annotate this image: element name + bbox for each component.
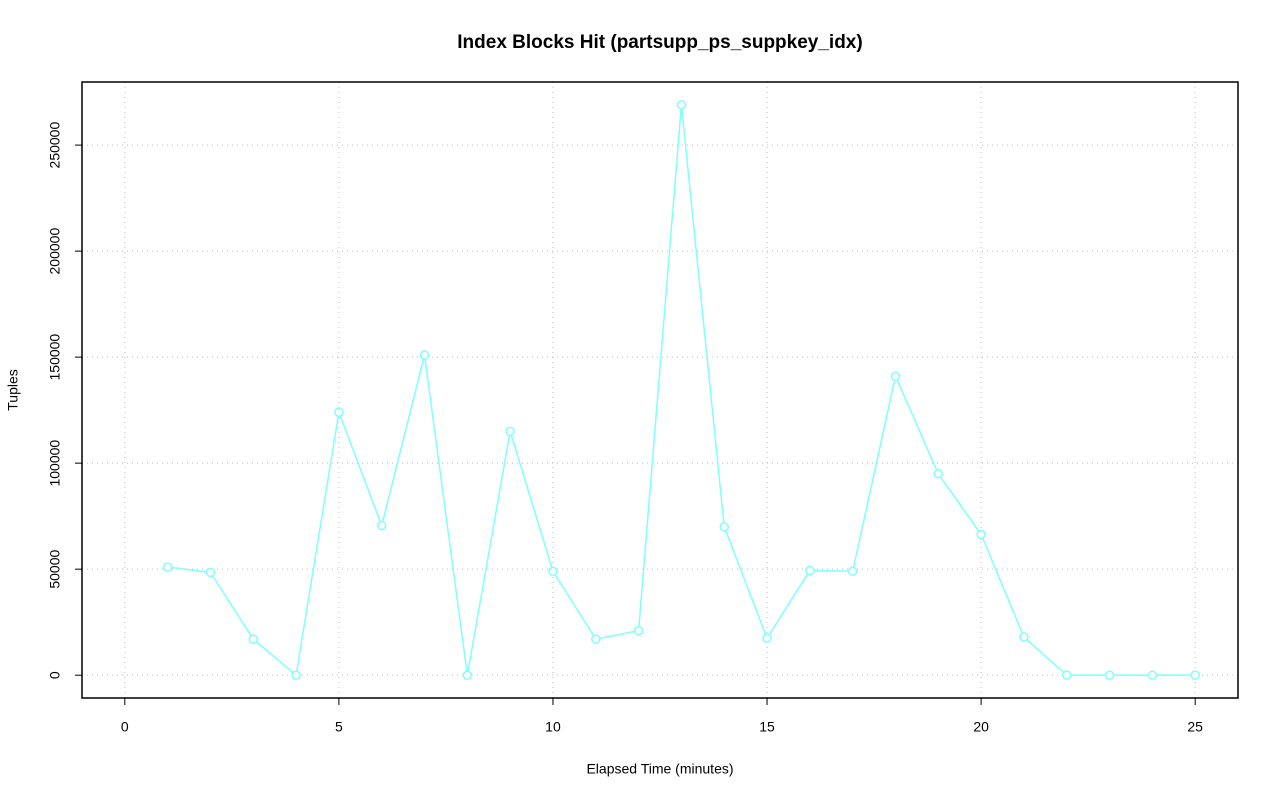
data-point (976, 529, 986, 540)
x-tick-label: 0 (121, 719, 129, 735)
x-tick-label: 5 (335, 719, 343, 735)
data-point (933, 469, 944, 479)
data-point (548, 566, 558, 577)
data-point (805, 565, 815, 576)
data-point (890, 371, 901, 381)
data-point (591, 634, 601, 644)
y-tick-label: 50000 (47, 549, 63, 588)
data-point (1147, 670, 1158, 680)
y-tick-label: 200000 (47, 228, 63, 275)
data-point (376, 520, 387, 531)
data-point (633, 625, 644, 636)
data-point (676, 100, 687, 110)
data-point (334, 407, 344, 418)
data-point (1104, 670, 1115, 680)
x-tick-label: 10 (545, 719, 561, 735)
series-line (167, 104, 1196, 677)
y-tick-label: 150000 (47, 334, 63, 381)
y-tick-label: 0 (47, 671, 63, 679)
data-point (462, 670, 473, 680)
data-point (205, 567, 216, 578)
data-point (162, 562, 173, 572)
data-point (762, 633, 772, 644)
data-point (505, 426, 515, 437)
y-axis-label: Tuples (5, 369, 21, 411)
y-tick-label: 250000 (47, 122, 63, 169)
x-tick-label: 15 (759, 719, 775, 735)
x-tick-label: 20 (973, 719, 989, 735)
data-point (847, 566, 858, 577)
y-tick-label: 100000 (47, 440, 63, 487)
data-point (719, 522, 729, 532)
data-point (1061, 670, 1072, 680)
data-point (248, 634, 259, 644)
x-tick-label: 25 (1187, 719, 1203, 735)
data-point (1190, 670, 1200, 680)
x-axis-label: Elapsed Time (minutes) (586, 761, 733, 777)
data-point (1019, 632, 1029, 642)
plot-frame (81, 81, 1239, 699)
chart-title: Index Blocks Hit (partsupp_ps_suppkey_id… (457, 32, 862, 53)
data-point (291, 670, 301, 680)
data-point (419, 350, 430, 360)
